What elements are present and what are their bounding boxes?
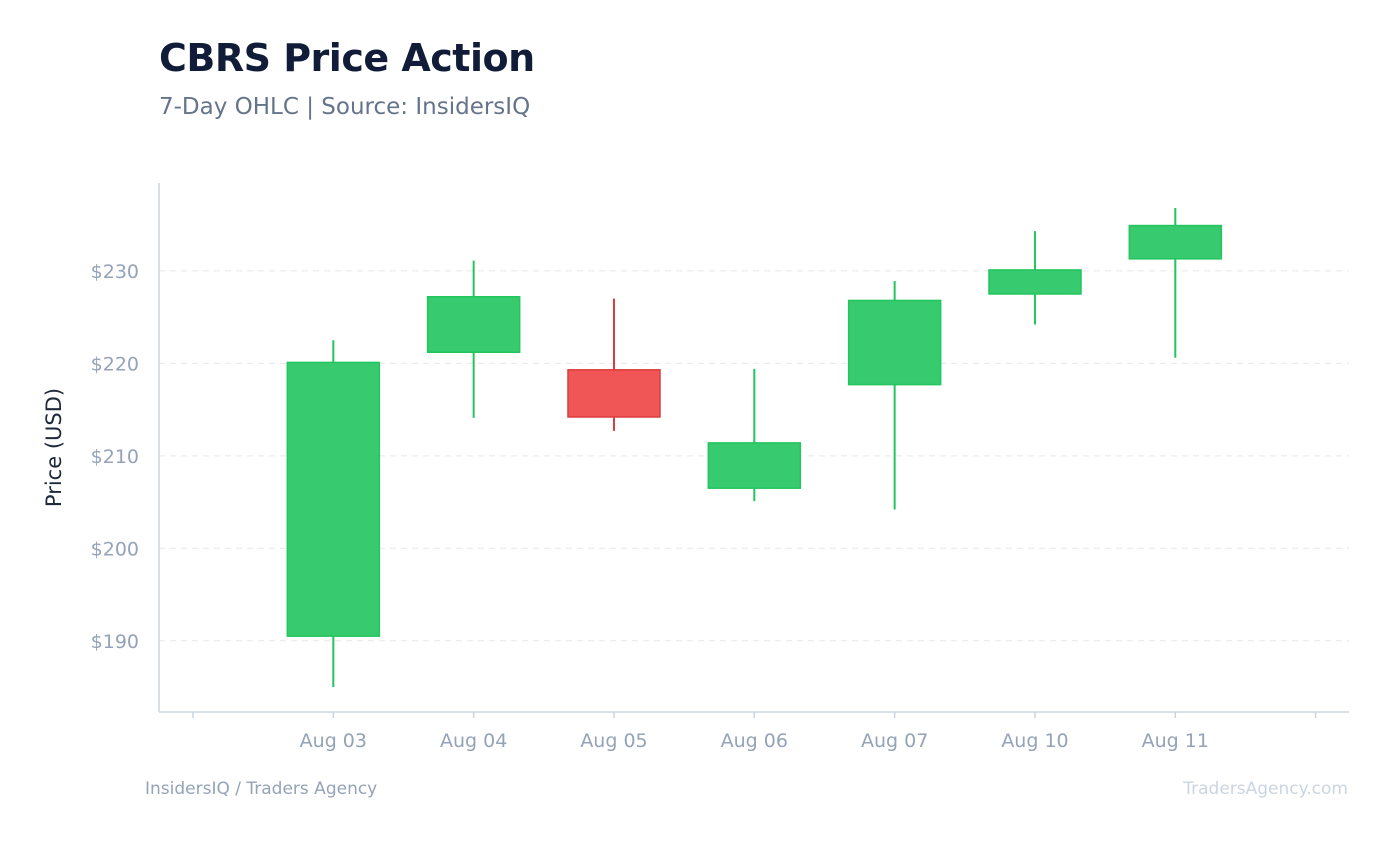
candle-body: [847, 299, 942, 386]
x-tick-label: Aug 07: [861, 730, 928, 752]
y-tick-label: $200: [91, 538, 139, 560]
x-tick-label: Aug 10: [1001, 730, 1068, 752]
y-tick-label: $190: [91, 631, 139, 653]
y-tick-label: $210: [91, 446, 139, 468]
candle-body: [988, 269, 1082, 295]
x-tick-label: Aug 04: [440, 730, 507, 752]
candle-body: [707, 442, 802, 489]
y-tick-label: $220: [91, 353, 139, 375]
chart-subtitle: 7-Day OHLC | Source: InsidersIQ: [159, 94, 531, 120]
y-tick-label: $230: [91, 261, 139, 283]
y-axis-title: Price (USD): [42, 388, 66, 507]
x-tick-label: Aug 05: [580, 730, 647, 752]
x-tick-label: Aug 11: [1142, 730, 1209, 752]
footer-watermark: TradersAgency.com: [1183, 779, 1348, 799]
x-tick-label: Aug 06: [721, 730, 788, 752]
candle-body: [567, 369, 661, 418]
candle-body: [426, 296, 521, 353]
candle-body: [1128, 224, 1223, 260]
candles: [286, 207, 1223, 688]
candle-body: [286, 361, 381, 637]
x-ticks: Aug 03 Aug 04 Aug 05 Aug 06 Aug 07 Aug 10 Aug …: [192, 712, 1317, 752]
chart-title: CBRS Price Action: [159, 36, 535, 80]
footer-credit: InsidersIQ / Traders Agency: [145, 779, 378, 799]
y-ticks: $190 $200 $210 $220 $230: [91, 261, 139, 653]
x-tick-label: Aug 03: [300, 730, 367, 752]
